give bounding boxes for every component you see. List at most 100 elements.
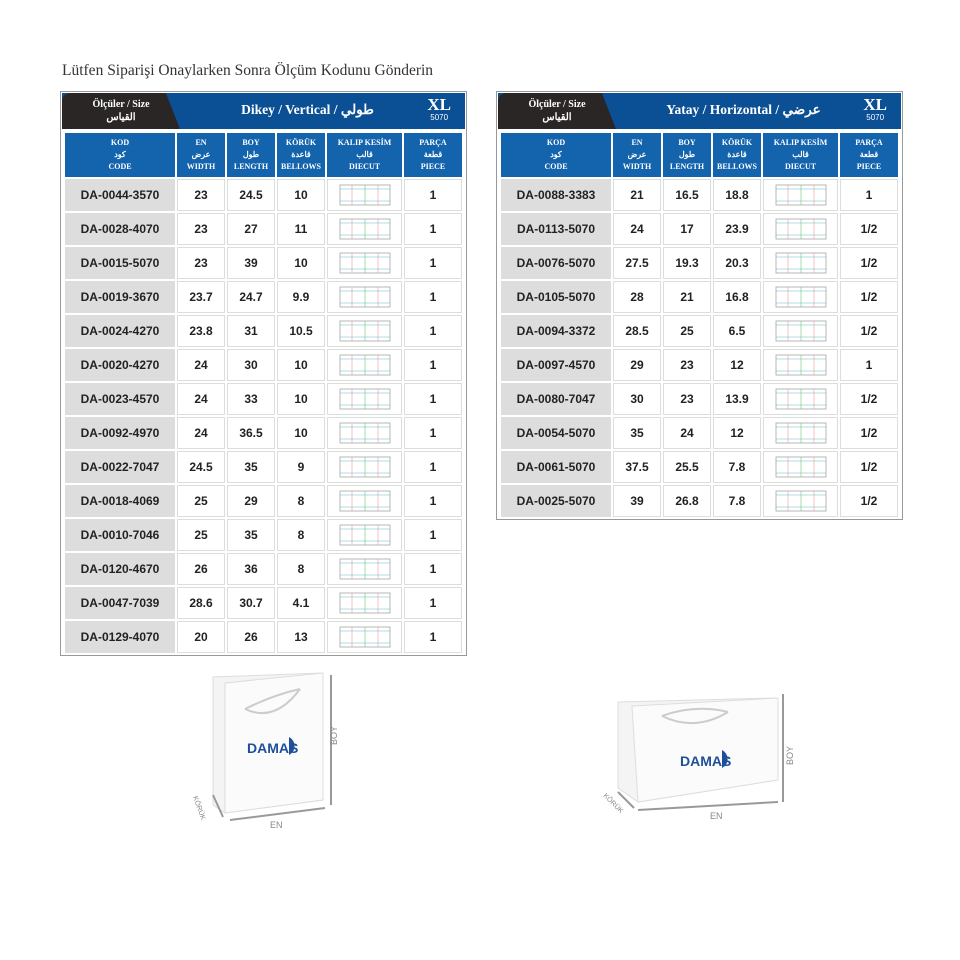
cell-bellows: 6.5 <box>713 315 761 347</box>
cell-piece: 1/2 <box>840 213 898 245</box>
cell-width: 24 <box>177 417 225 449</box>
cell-bellows: 8 <box>277 519 325 551</box>
table-row: DA-0080-7047 30 23 13.9 1/2 <box>501 383 898 415</box>
diecut-diagram <box>339 320 390 342</box>
header-line: KALIP KESİM <box>337 138 392 147</box>
cell-piece: 1 <box>404 179 462 211</box>
cell-diecut <box>763 349 838 381</box>
size-badge: XL 5070 <box>427 95 451 122</box>
header-line: KÖRÜK <box>721 138 753 147</box>
cell-diecut <box>327 213 402 245</box>
size-label-arabic: القياس <box>542 112 572 123</box>
cell-length: 21 <box>663 281 711 313</box>
cell-bellows: 4.1 <box>277 587 325 619</box>
table-row: DA-0088-3383 21 16.5 18.8 1 <box>501 179 898 211</box>
diecut-diagram <box>339 558 390 580</box>
size-label-arabic: القياس <box>106 112 136 123</box>
cell-diecut <box>763 383 838 415</box>
cell-length: 33 <box>227 383 275 415</box>
diecut-diagram <box>775 456 826 478</box>
header-line: BOY <box>242 138 260 147</box>
cell-bellows: 20.3 <box>713 247 761 279</box>
table-row: DA-0022-7047 24.5 35 9 1 <box>65 451 462 483</box>
column-header-diecut: KALIP KESİM قالب DIECUT <box>763 133 838 177</box>
cell-bellows: 10 <box>277 383 325 415</box>
cell-diecut <box>327 383 402 415</box>
table-row: DA-0076-5070 27.5 19.3 20.3 1/2 <box>501 247 898 279</box>
header-line: PIECE <box>420 162 446 171</box>
cell-width: 37.5 <box>613 451 661 483</box>
cell-length: 23 <box>663 349 711 381</box>
cell-piece: 1/2 <box>840 315 898 347</box>
cell-code: DA-0076-5070 <box>501 247 611 279</box>
header-line: طول <box>678 150 696 159</box>
diecut-diagram <box>339 456 390 478</box>
header-line: CODE <box>544 162 568 171</box>
header-line: قاعدة <box>727 150 747 159</box>
cell-length: 29 <box>227 485 275 517</box>
table-row: DA-0120-4670 26 36 8 1 <box>65 553 462 585</box>
cell-code: DA-0088-3383 <box>501 179 611 211</box>
column-header-boy: BOY طول LENGTH <box>663 133 711 177</box>
cell-bellows: 7.8 <box>713 485 761 517</box>
size-code: 5070 <box>430 113 449 122</box>
cell-length: 27 <box>227 213 275 245</box>
size-value: XL <box>427 95 451 114</box>
diecut-diagram <box>339 184 390 206</box>
cell-code: DA-0044-3570 <box>65 179 175 211</box>
cell-diecut <box>327 587 402 619</box>
header-line: كود <box>114 150 126 159</box>
cell-length: 25 <box>663 315 711 347</box>
cell-code: DA-0015-5070 <box>65 247 175 279</box>
vertical-bag-illustration: DAMAS BOY EN KÖRÜK <box>191 672 339 830</box>
cell-diecut <box>763 315 838 347</box>
cell-bellows: 8 <box>277 553 325 585</box>
diecut-diagram <box>339 286 390 308</box>
cell-bellows: 10 <box>277 349 325 381</box>
header-line: قطعة <box>423 150 443 159</box>
column-header-piece: PARÇA قطعة PIECE <box>404 133 462 177</box>
cell-bellows: 10 <box>277 179 325 211</box>
cell-piece: 1 <box>404 281 462 313</box>
header-line: KOD <box>546 138 566 147</box>
cell-width: 23.7 <box>177 281 225 313</box>
column-header-koruk: KÖRÜK قاعدة BELLOWS <box>277 133 325 177</box>
table-row: DA-0105-5070 28 21 16.8 1/2 <box>501 281 898 313</box>
size-tab: Ölçüler / Size القياس <box>62 93 180 129</box>
table-row: DA-0044-3570 23 24.5 10 1 <box>65 179 462 211</box>
header-line: PIECE <box>856 162 882 171</box>
diecut-diagram <box>775 354 826 376</box>
cell-code: DA-0010-7046 <box>65 519 175 551</box>
cell-length: 26 <box>227 621 275 653</box>
table-row: DA-0113-5070 24 17 23.9 1/2 <box>501 213 898 245</box>
diecut-diagram <box>339 626 390 648</box>
cell-bellows: 12 <box>713 417 761 449</box>
cell-code: DA-0023-4570 <box>65 383 175 415</box>
header-line: EN <box>631 138 643 147</box>
cell-bellows: 10 <box>277 247 325 279</box>
cell-code: DA-0025-5070 <box>501 485 611 517</box>
cell-piece: 1 <box>404 417 462 449</box>
header-line: BOY <box>678 138 696 147</box>
diecut-diagram <box>339 218 390 240</box>
cell-diecut <box>763 485 838 517</box>
cell-width: 35 <box>613 417 661 449</box>
cell-code: DA-0024-4270 <box>65 315 175 347</box>
header-line: BELLOWS <box>280 162 321 171</box>
cell-bellows: 8 <box>277 485 325 517</box>
cell-bellows: 23.9 <box>713 213 761 245</box>
table-row: DA-0054-5070 35 24 12 1/2 <box>501 417 898 449</box>
cell-piece: 1 <box>404 247 462 279</box>
table-row: DA-0129-4070 20 26 13 1 <box>65 621 462 653</box>
cell-piece: 1/2 <box>840 417 898 449</box>
cell-width: 23 <box>177 213 225 245</box>
cell-bellows: 13.9 <box>713 383 761 415</box>
cell-length: 25.5 <box>663 451 711 483</box>
cell-width: 24 <box>177 349 225 381</box>
header-line: طول <box>242 150 260 159</box>
column-header-koruk: KÖRÜK قاعدة BELLOWS <box>713 133 761 177</box>
cell-code: DA-0054-5070 <box>501 417 611 449</box>
cell-piece: 1 <box>404 485 462 517</box>
cell-length: 30 <box>227 349 275 381</box>
table-title-band: Ölçüler / Size القياس Dikey / Vertical / ط… <box>62 93 465 129</box>
